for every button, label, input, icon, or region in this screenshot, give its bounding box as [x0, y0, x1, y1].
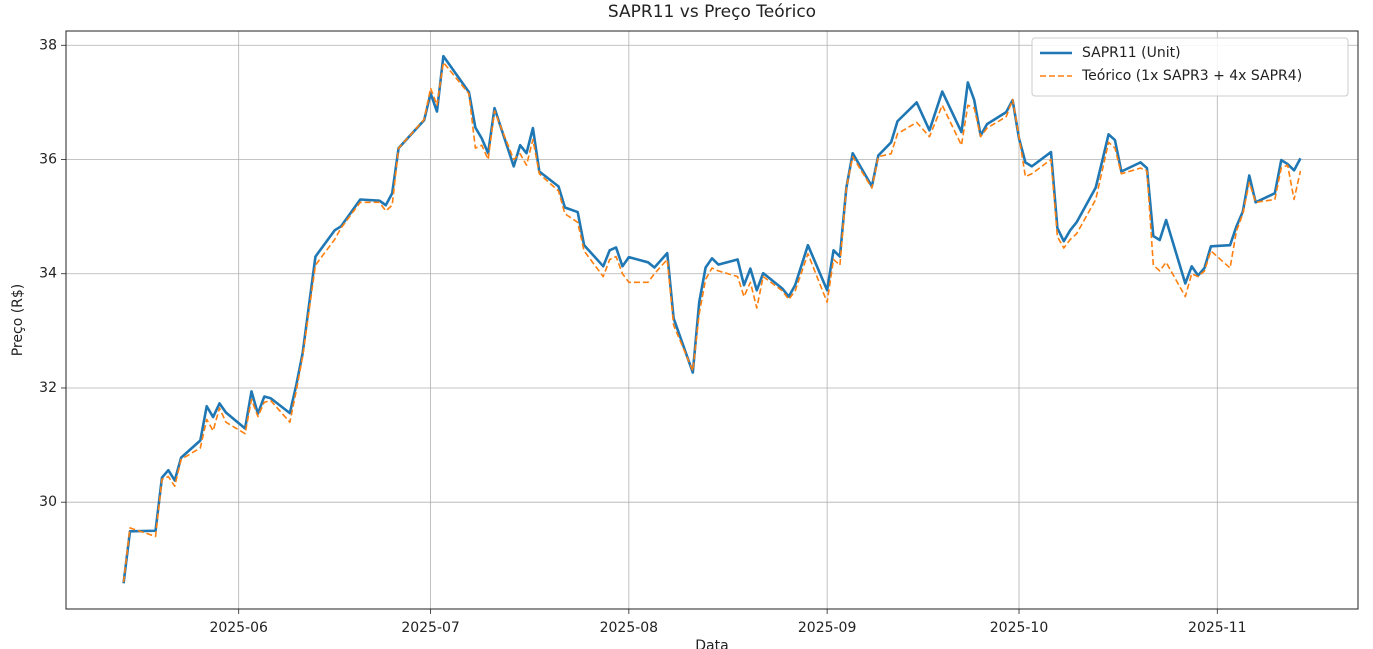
x-tick-label: 2025-09 [798, 620, 857, 636]
series-line [122, 61, 1302, 583]
y-axis-label: Preço (R$) [10, 284, 26, 357]
x-tick-label: 2025-08 [600, 620, 659, 636]
y-tick-label: 36 [39, 152, 57, 168]
legend-box [1031, 37, 1349, 97]
plot-frame [65, 30, 1359, 610]
x-tick-label: 2025-10 [990, 620, 1049, 636]
chart-title: SAPR11 vs Preço Teórico [608, 2, 816, 22]
legend-label: SAPR11 (Unit) [1082, 45, 1181, 61]
y-tick-label: 30 [39, 494, 57, 510]
y-tick-label: 34 [39, 266, 57, 282]
legend: SAPR11 (Unit) Teórico (1x SAPR3 + 4x SAPR… [1031, 37, 1349, 97]
x-tick-label: 2025-11 [1188, 620, 1247, 636]
y-tick-label: 32 [39, 380, 57, 396]
legend-label: Teórico (1x SAPR3 + 4x SAPR4) [1081, 68, 1302, 84]
x-tick-label: 2025-07 [401, 620, 460, 636]
x-tick-label: 2025-06 [209, 620, 268, 636]
x-axis-label: Data [695, 638, 728, 649]
series-line [122, 54, 1302, 584]
y-tick-label: 38 [39, 37, 57, 53]
